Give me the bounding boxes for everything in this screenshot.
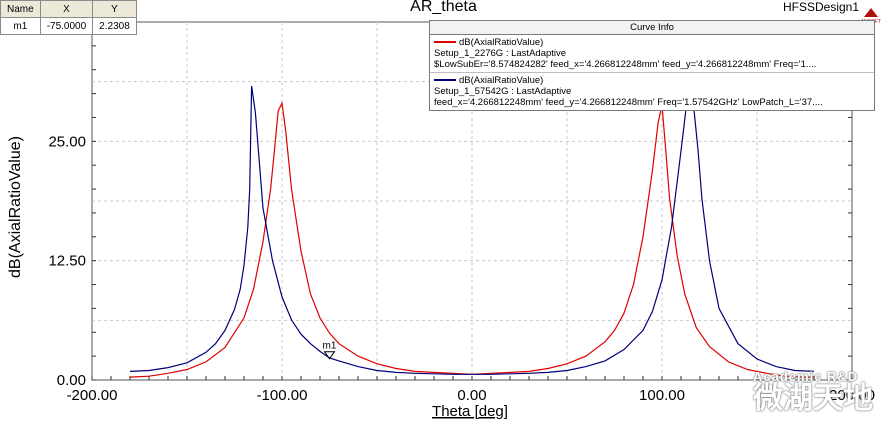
x-axis-label: Theta [deg]: [432, 403, 508, 420]
legend-entry-blue[interactable]: dB(AxialRatioValue) Setup_1_57542G : Las…: [430, 73, 874, 110]
marker-x: -75.0000: [39, 17, 94, 35]
marker-triangle-icon[interactable]: [323, 351, 336, 360]
column-header: X: [39, 0, 94, 18]
table-row[interactable]: m1 -75.0000 2.2308: [0, 17, 137, 35]
curve-info-heading: Curve Info: [430, 21, 874, 35]
watermark-line2: 微湖天地: [753, 382, 873, 415]
markers: m1: [323, 341, 337, 360]
x-tick-label: 200.00: [829, 387, 875, 404]
column-header: Name: [0, 0, 41, 18]
y-tick-label: 25.00: [48, 133, 86, 150]
red-line-swatch-icon: [434, 41, 456, 44]
y-tick-label: 12.50: [48, 253, 86, 270]
marker-y: 2.2308: [92, 17, 137, 35]
y-tick-labels: 0.00 12.50 25.00: [48, 133, 86, 389]
legend-entry-params: feed_x='4.266812248mm' feed_y='4.2668122…: [434, 97, 823, 108]
legend-entry-setup: Setup_1_2276G : LastAdaptive: [434, 48, 567, 59]
blue-line-swatch-icon: [434, 79, 456, 82]
legend-entry-setup: Setup_1_57542G : LastAdaptive: [434, 86, 572, 97]
curve-info-legend[interactable]: Curve Info dB(AxialRatioValue) Setup_1_2…: [429, 20, 875, 111]
x-tick-label: -200.00: [67, 387, 118, 404]
marker-label: m1: [323, 341, 337, 352]
legend-entry-params: $LowSubEr='8.574824282' feed_x='4.266812…: [434, 59, 817, 70]
marker-name: m1: [0, 17, 41, 35]
grid: [91, 21, 853, 381]
legend-entry-label: dB(AxialRatioValue): [459, 37, 544, 48]
marker-table-header: Name X Y: [0, 0, 137, 18]
y-tick-label: 0.00: [57, 372, 86, 389]
design-name: HFSSDesign1: [782, 0, 859, 14]
chart-title: AR_theta: [410, 0, 477, 15]
x-tick-label: -100.00: [257, 387, 308, 404]
legend-entry-label: dB(AxialRatioValue): [459, 75, 544, 86]
x-tick-label: 0.00: [457, 387, 486, 404]
y-axis-label: dB(AxialRatioValue): [7, 136, 24, 278]
legend-entry-red[interactable]: dB(AxialRatioValue) Setup_1_2276G : Last…: [430, 35, 874, 73]
x-tick-label: 100.00: [639, 387, 685, 404]
ansoft-triangle-icon: [863, 8, 878, 17]
watermark: Academic R&D 微湖天地: [753, 369, 873, 414]
marker-table[interactable]: Name X Y m1 -75.0000 2.2308: [0, 0, 137, 35]
watermark-line1: Academic R&D: [753, 369, 859, 384]
column-header: Y: [92, 0, 137, 18]
x-tick-labels: -200.00 -100.00 0.00 100.00 200.00: [67, 387, 875, 404]
